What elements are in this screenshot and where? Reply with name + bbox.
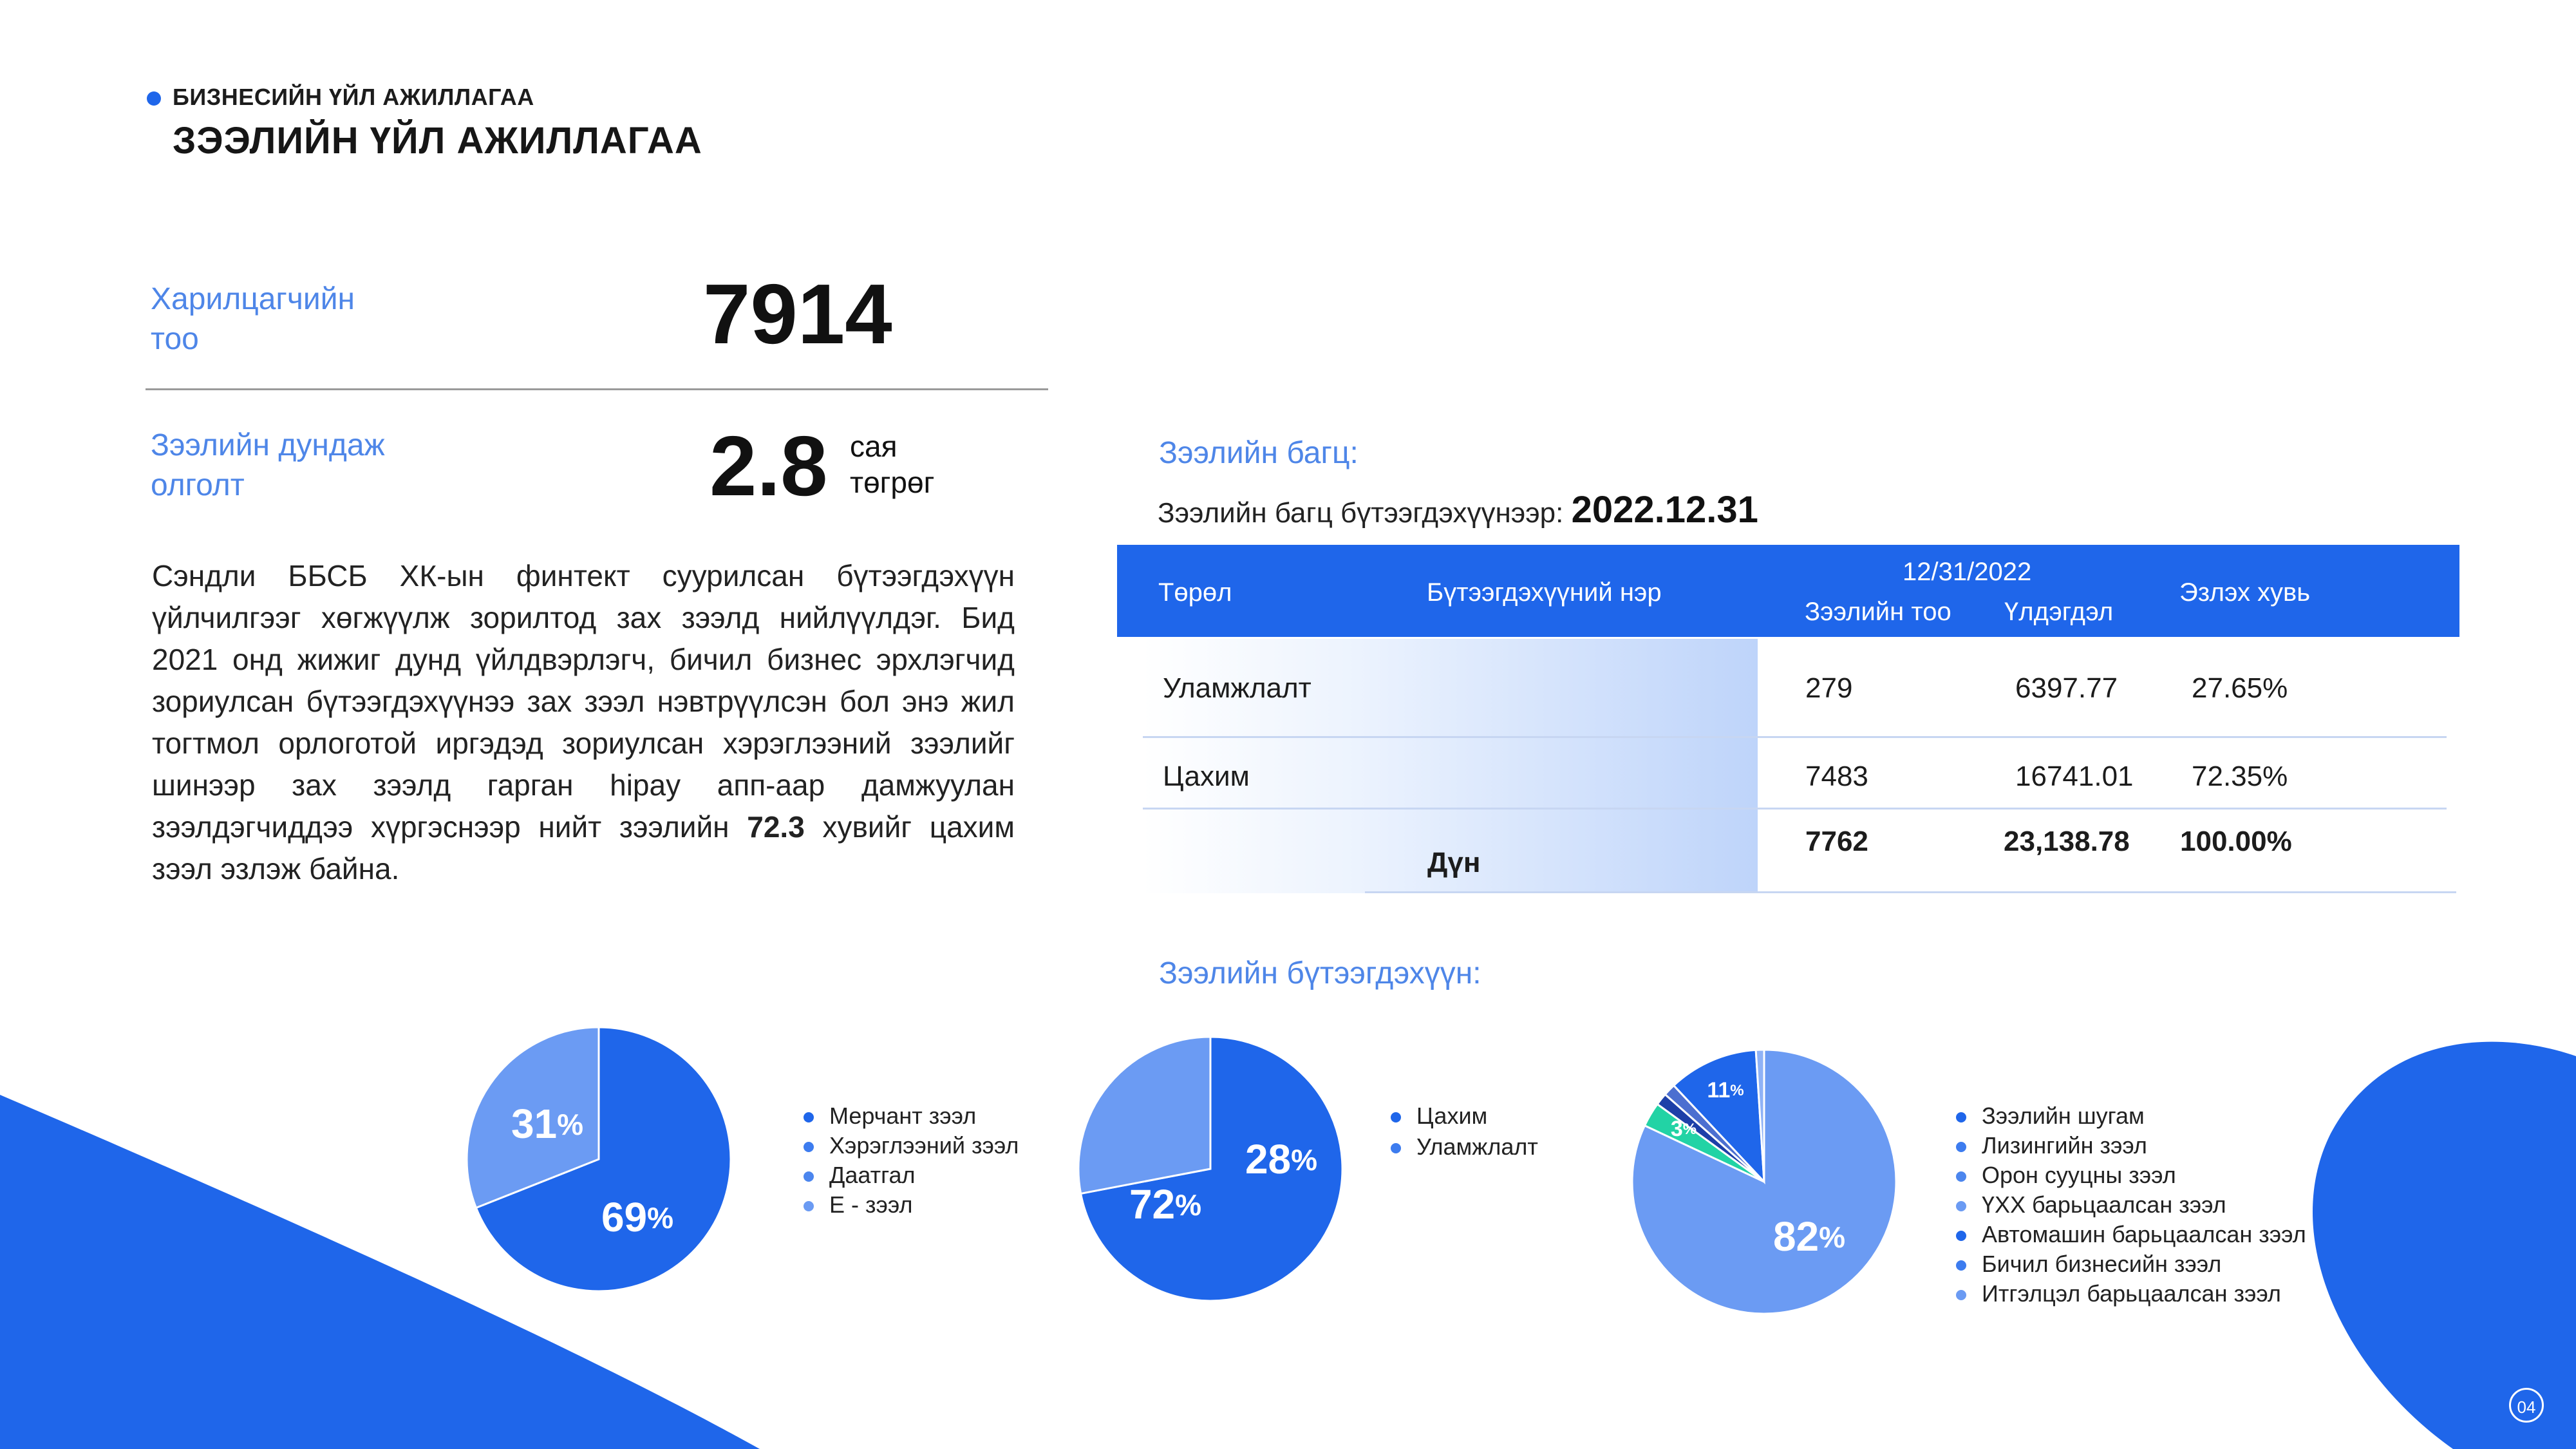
avg-loan-unit-line1: сая <box>850 430 898 463</box>
bottom-right-blob <box>2312 1041 2576 1449</box>
legend-item: Хэрэглээний зээл <box>804 1132 1019 1159</box>
header-product: Бүтээгдэхүүний нэр <box>1427 578 1662 607</box>
pie-data-label: 3% <box>1671 1117 1697 1141</box>
section-label: БИЗНЕСИЙН ҮЙЛ АЖИЛЛАГАА <box>173 84 534 110</box>
pie-data-label: 31% <box>511 1101 583 1147</box>
pie-data-label: 69% <box>601 1194 673 1240</box>
legend-dot <box>804 1112 814 1123</box>
description-text-end: хувийг цахим зээл эзлэж байна. <box>152 810 1015 886</box>
avg-loan-value: 2.8 <box>710 419 828 513</box>
legend-dot <box>1956 1260 1966 1271</box>
pie-chart-loan-types: 69% 31% <box>465 1026 732 1293</box>
bottom-left-wave <box>0 1095 760 1449</box>
row-type: Уламжлалт <box>1163 672 1312 704</box>
row-count: 7483 <box>1805 761 1868 792</box>
pie-slice <box>1754 1048 1765 1182</box>
pie-data-label: 82% <box>1773 1213 1845 1260</box>
legend-item: Итгэлцэл барьцаалсан зээл <box>1956 1280 2281 1307</box>
legend-item: Даатгал <box>804 1162 916 1189</box>
pie-slice <box>465 1026 600 1209</box>
products-label: Зээлийн бүтээгдэхүүн: <box>1159 956 1481 990</box>
legend-item: Лизингийн зээл <box>1956 1132 2147 1159</box>
legend-dot <box>1956 1201 1966 1212</box>
legend-dot <box>804 1142 814 1153</box>
total-share: 100.00% <box>2180 826 2292 857</box>
row-type: Цахим <box>1163 761 1250 792</box>
customers-label: Харилцагчийн тоо <box>151 279 355 359</box>
header-count: Зээлийн тоо <box>1805 598 1951 626</box>
row-balance: 6397.77 <box>2015 672 2118 704</box>
total-label: Дүн <box>1427 847 1481 878</box>
legend-item: Мерчант зээл <box>804 1103 976 1130</box>
legend-item: Бичил бизнесийн зээл <box>1956 1251 2221 1278</box>
portfolio-table-header: Төрөл Бүтээгдэхүүний нэр 12/31/2022 Зээл… <box>1117 545 2459 637</box>
portfolio-as-of: Зээлийн багц бүтээгдэхүүнээр: 2022.12.31 <box>1158 488 1758 531</box>
pie-data-label: 28% <box>1245 1136 1317 1182</box>
legend-dot <box>1956 1112 1966 1123</box>
legend-dot <box>1956 1171 1966 1182</box>
legend-item: Цахим <box>1391 1103 1487 1130</box>
row-divider <box>1143 808 2447 810</box>
kpi-divider <box>146 388 1048 390</box>
header-balance: Үлдэгдэл <box>2004 598 2114 626</box>
pie-slice <box>1672 1048 1765 1185</box>
legend-dot <box>804 1171 814 1182</box>
avg-loan-label: Зээлийн дундаж олголт <box>151 426 385 506</box>
legend-dot <box>1391 1112 1401 1123</box>
legend-item: ҮХХ барьцаалсан зээл <box>1956 1191 2226 1218</box>
header-share: Эзлэх хувь <box>2179 578 2311 607</box>
page-title: ЗЭЭЛИЙН ҮЙЛ АЖИЛЛАГАА <box>173 120 702 162</box>
description-highlight: 72.3 <box>747 810 805 844</box>
total-count: 7762 <box>1805 826 1868 857</box>
row-balance: 16741.01 <box>2015 761 2134 792</box>
legend-item: Автомашин барьцаалсан зээл <box>1956 1221 2306 1248</box>
row-count: 279 <box>1805 672 1853 704</box>
portfolio-label: Зээлийн багц: <box>1159 436 1359 470</box>
avg-loan-unit-line2: төгрөг <box>850 466 935 499</box>
customers-label-line1: Харилцагчийн <box>151 282 355 316</box>
legend-item: E - зээл <box>804 1191 912 1218</box>
pie-chart-products: 82% 3% 11% <box>1631 1048 1897 1315</box>
legend-dot <box>1956 1290 1966 1301</box>
avg-loan-label-line1: Зээлийн дундаж <box>151 428 385 462</box>
pie-slice <box>475 1026 732 1293</box>
customers-value: 7914 <box>703 267 892 361</box>
legend-dot <box>1956 1142 1966 1153</box>
legend-item: Орон сууцны зээл <box>1956 1162 2176 1189</box>
total-balance: 23,138.78 <box>2004 826 2130 857</box>
row-share: 27.65% <box>2192 672 2288 704</box>
section-bullet <box>147 91 161 106</box>
legend-dot <box>1956 1231 1966 1242</box>
header-date: 12/31/2022 <box>1903 558 2032 586</box>
product-name-column <box>1143 639 1758 893</box>
description-paragraph: Сэндли ББСБ ХК-ын финтект суурилсан бүтэ… <box>152 555 1015 890</box>
pie-data-label: 11% <box>1707 1078 1744 1103</box>
portfolio-as-of-date: 2022.12.31 <box>1571 489 1758 531</box>
legend-item: Зээлийн шугам <box>1956 1103 2145 1130</box>
description-text: Сэндли ББСБ ХК-ын финтект суурилсан бүтэ… <box>152 559 1015 844</box>
header-type: Төрөл <box>1158 578 1232 607</box>
row-share: 72.35% <box>2192 761 2288 792</box>
customers-label-line2: тоо <box>151 322 199 356</box>
page-number: 04 <box>2509 1388 2544 1423</box>
pie-chart-channel: 72% 28% <box>1077 1036 1344 1302</box>
legend-item: Уламжлалт <box>1391 1133 1538 1160</box>
avg-loan-unit: сая төгрөг <box>850 428 934 500</box>
portfolio-as-of-text: Зээлийн багц бүтээгдэхүүнээр: <box>1158 497 1572 529</box>
row-divider <box>1365 891 2456 893</box>
pie-slice <box>1077 1036 1212 1195</box>
legend-dot <box>1391 1143 1401 1154</box>
avg-loan-label-line2: олголт <box>151 468 245 502</box>
pie-slice <box>1079 1036 1344 1302</box>
pie-data-label: 72% <box>1129 1181 1201 1227</box>
row-divider <box>1143 736 2447 738</box>
legend-dot <box>804 1201 814 1212</box>
